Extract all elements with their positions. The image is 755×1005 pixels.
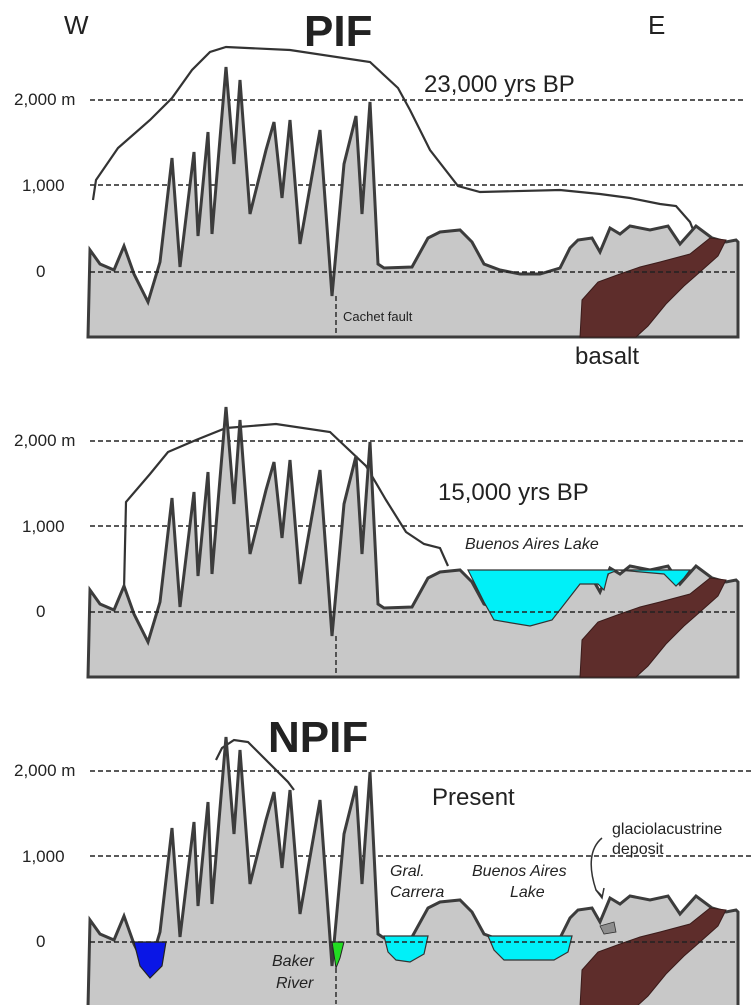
ice-sheet-outline: [122, 422, 450, 591]
basalt-label: basalt: [575, 343, 639, 370]
panel-23000: 2,000 m 1,000 0 PIF 23,000 yrs BP Cachet…: [14, 7, 746, 370]
glaciolacustrine-deposit: [599, 921, 617, 935]
period-23000: 23,000 yrs BP: [424, 71, 575, 98]
lake-label: Lake: [510, 884, 545, 901]
buenos-aires-label: Buenos Aires: [472, 863, 567, 880]
deposit-label: deposit: [612, 841, 664, 858]
deposit-arrowhead: [595, 887, 605, 900]
buenos-aires-lake-water: [487, 935, 573, 961]
axis-label-1000: 1,000: [22, 847, 65, 866]
axis-label-2000: 2,000 m: [14, 761, 75, 780]
panel-15000: 2,000 m 1,000 0 15,000 yrs BP Buenos Air…: [14, 405, 746, 679]
axis-label-0: 0: [36, 262, 45, 281]
axis-label-1000: 1,000: [22, 176, 65, 195]
west-lake-water: [133, 941, 167, 979]
axis-label-0: 0: [36, 932, 45, 951]
west-label: W: [64, 10, 89, 40]
axis-label-2000: 2,000 m: [14, 90, 75, 109]
axis-label-2000: 2,000 m: [14, 431, 75, 450]
axis-label-1000: 1,000: [22, 517, 65, 536]
pif-title: PIF: [304, 7, 372, 56]
panel-present: 2,000 m 1,000 0 NPIF Present glaciolacus…: [14, 713, 752, 1005]
period-present: Present: [432, 784, 515, 811]
glaciolacustrine-label: glaciolacustrine: [612, 821, 722, 838]
ice-cap-outline: [215, 738, 295, 791]
gral-label: Gral.: [390, 863, 425, 880]
period-15000: 15,000 yrs BP: [438, 479, 589, 506]
carrera-label: Carrera: [390, 884, 444, 901]
baker-label: Baker: [272, 953, 314, 970]
deposit-pointer-arrow: [590, 837, 603, 897]
npif-title: NPIF: [268, 713, 368, 762]
cachet-fault-label: Cachet fault: [343, 309, 413, 324]
ice-sheet-outline: [91, 45, 696, 233]
axis-label-0: 0: [36, 602, 45, 621]
buenos-aires-lake-label: Buenos Aires Lake: [465, 536, 599, 553]
river-label: River: [276, 975, 314, 992]
east-label: E: [648, 10, 665, 40]
